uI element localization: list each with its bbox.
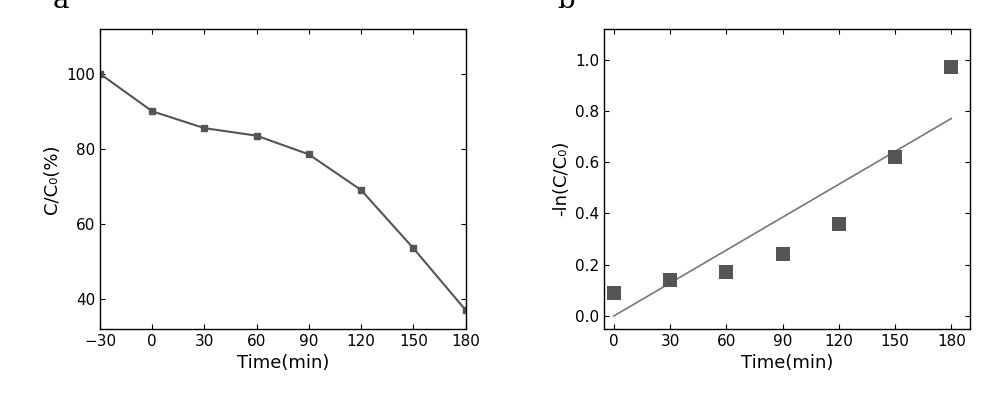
Text: b: b (557, 0, 575, 14)
X-axis label: Time(min): Time(min) (237, 354, 329, 372)
Point (831, 220, 847, 227)
Point (718, 269, 734, 276)
Y-axis label: -ln(C/C₀): -ln(C/C₀) (552, 141, 570, 217)
Point (606, 290, 622, 296)
Point (775, 251, 791, 258)
Y-axis label: C/C₀(%): C/C₀(%) (43, 144, 61, 214)
Point (662, 277, 678, 283)
Text: a: a (52, 0, 69, 14)
X-axis label: Time(min): Time(min) (741, 354, 833, 372)
Point (887, 154, 903, 160)
Point (943, 64, 959, 71)
